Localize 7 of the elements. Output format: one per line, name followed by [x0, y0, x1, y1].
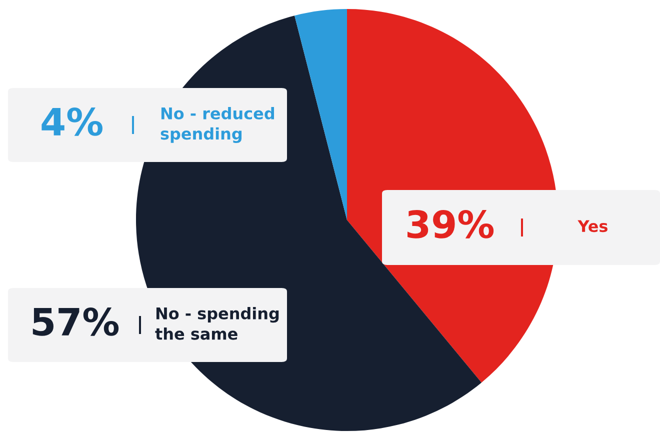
slice-label: Yes [578, 220, 608, 232]
data-label: 57% [32, 308, 119, 336]
data-label: 4% [42, 108, 102, 136]
legend-label: No - spending the same [155, 307, 279, 340]
data-label: 39% [408, 210, 494, 238]
pie-slice [294, 9, 347, 220]
legend-label: No - reduced spending [160, 107, 274, 143]
